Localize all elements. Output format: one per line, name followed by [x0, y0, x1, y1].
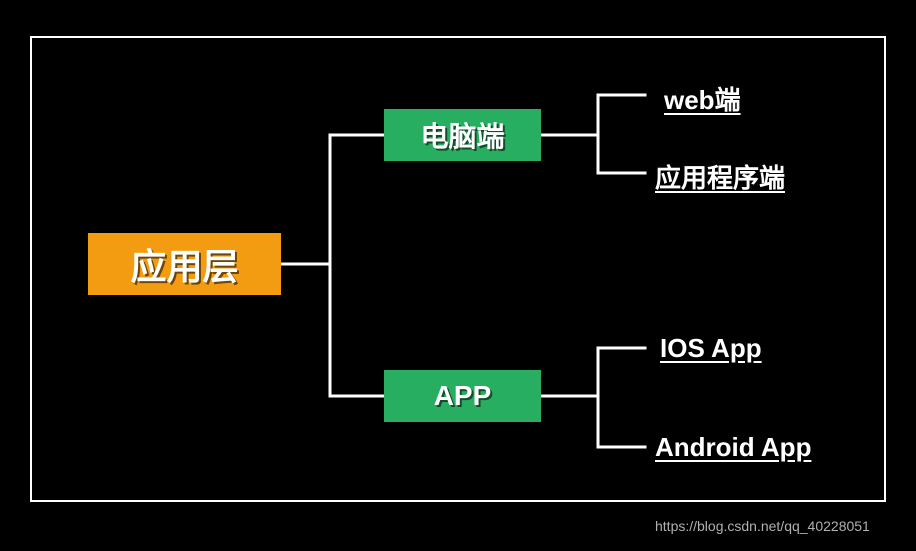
root-node: 应用层	[88, 233, 281, 295]
leaf-label: Android App	[655, 432, 811, 462]
root-node-label: 应用层	[130, 238, 238, 290]
leaf-label: web端	[664, 85, 741, 115]
leaf-appclient: 应用程序端	[655, 158, 785, 195]
branch-node-label: APP	[434, 380, 492, 412]
branch-node-desktop: 电脑端	[384, 109, 541, 161]
leaf-label: IOS App	[660, 333, 762, 363]
leaf-label: 应用程序端	[655, 163, 785, 193]
leaf-web: web端	[664, 80, 741, 117]
leaf-android: Android App	[655, 432, 811, 463]
leaf-ios: IOS App	[660, 333, 762, 364]
branch-node-app: APP	[384, 370, 541, 422]
watermark-label: https://blog.csdn.net/qq_40228051	[655, 518, 870, 534]
branch-node-label: 电脑端	[420, 115, 504, 155]
watermark-text: https://blog.csdn.net/qq_40228051	[655, 518, 870, 534]
